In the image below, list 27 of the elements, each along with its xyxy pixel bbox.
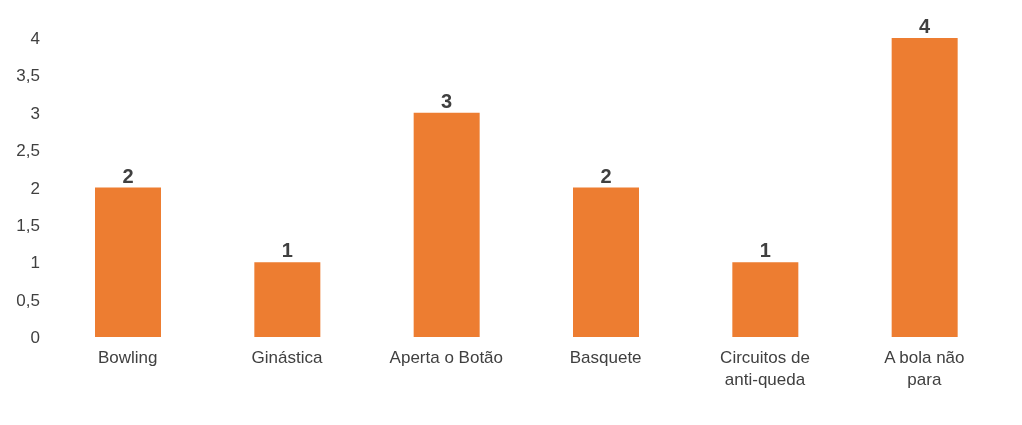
y-tick-label: 4 [30, 29, 40, 49]
bar [732, 262, 799, 337]
data-label: 1 [759, 239, 771, 262]
data-label: 4 [919, 15, 932, 37]
bar [254, 262, 321, 337]
data-label: 2 [600, 164, 612, 187]
y-tick-label: 2 [30, 178, 40, 198]
y-tick-label: 1,5 [16, 215, 40, 235]
y-tick-label: 0,5 [16, 290, 40, 310]
bar [95, 187, 161, 337]
bar [573, 187, 639, 337]
x-tick-label: Basquete [569, 348, 642, 367]
data-label: 3 [441, 89, 453, 112]
data-label: 2 [122, 164, 134, 187]
x-tick-label: Ginástica [251, 348, 323, 367]
y-tick-label: 1 [30, 253, 40, 273]
data-label: 1 [281, 239, 293, 262]
x-tick-label: Bowling [97, 348, 158, 367]
bar [413, 112, 480, 337]
y-tick-label: 3,5 [16, 66, 40, 86]
y-tick-label: 3 [30, 103, 40, 123]
x-tick-label: A bola não para [884, 348, 965, 389]
bar [891, 38, 958, 337]
x-tick-label: Circuitos de anti-queda [720, 348, 810, 389]
y-tick-label: 2,5 [16, 141, 40, 161]
y-tick-label: 0 [30, 328, 40, 348]
x-tick-label: Aperta o Botão [389, 348, 504, 367]
